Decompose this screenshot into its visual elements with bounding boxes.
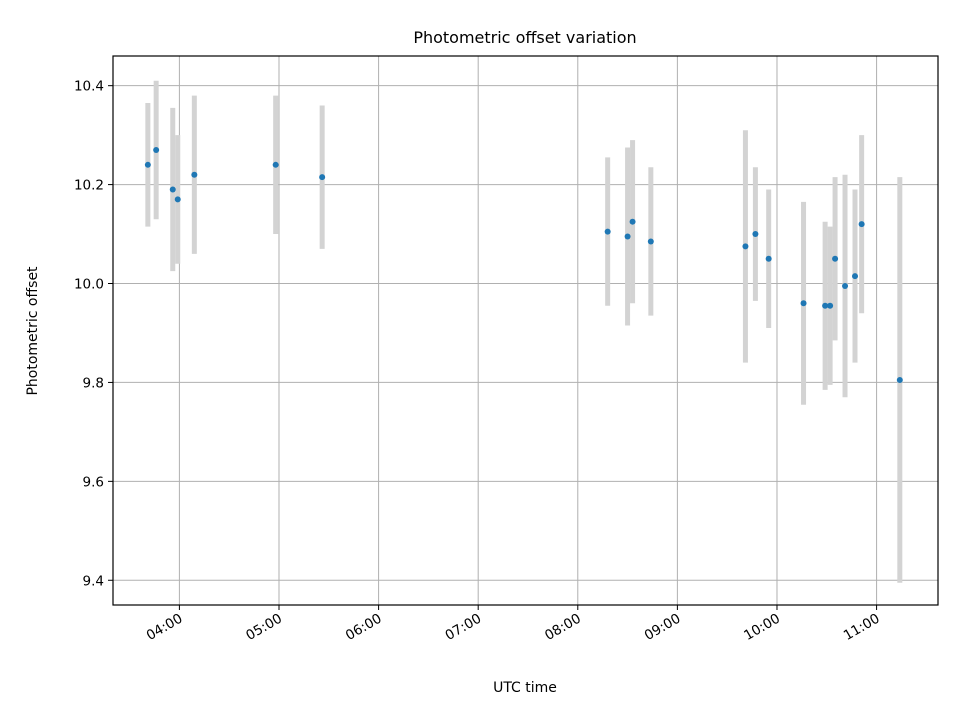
data-point (144, 161, 151, 168)
data-point (629, 218, 636, 225)
data-point (852, 273, 859, 280)
data-point (822, 302, 829, 309)
data-points (144, 146, 903, 383)
data-point (604, 228, 611, 235)
data-point (842, 282, 849, 289)
y-tick-label: 9.6 (83, 474, 104, 490)
data-point (765, 255, 772, 262)
data-point (272, 161, 279, 168)
data-point (647, 238, 654, 245)
plot-frame (112, 55, 939, 606)
data-point (153, 146, 160, 153)
x-axis-label: UTC time (493, 680, 557, 696)
data-point (896, 376, 903, 383)
y-tick-label: 10.0 (74, 277, 104, 293)
data-point (169, 186, 176, 193)
grid (113, 56, 938, 605)
data-point (624, 233, 631, 240)
data-point (827, 302, 834, 309)
data-point (191, 171, 198, 178)
y-tick-label: 10.4 (74, 79, 104, 95)
data-point (319, 174, 326, 181)
chart-title: Photometric offset variation (413, 28, 636, 47)
data-point (752, 231, 759, 238)
data-point (742, 243, 749, 250)
data-point (832, 255, 839, 262)
data-point (174, 196, 181, 203)
y-tick-label: 10.2 (74, 178, 104, 194)
y-tick-label: 9.4 (83, 573, 104, 589)
data-point (800, 300, 807, 307)
data-point (858, 221, 865, 228)
y-axis-label: Photometric offset (25, 266, 41, 396)
y-tick-label: 9.8 (83, 375, 104, 391)
